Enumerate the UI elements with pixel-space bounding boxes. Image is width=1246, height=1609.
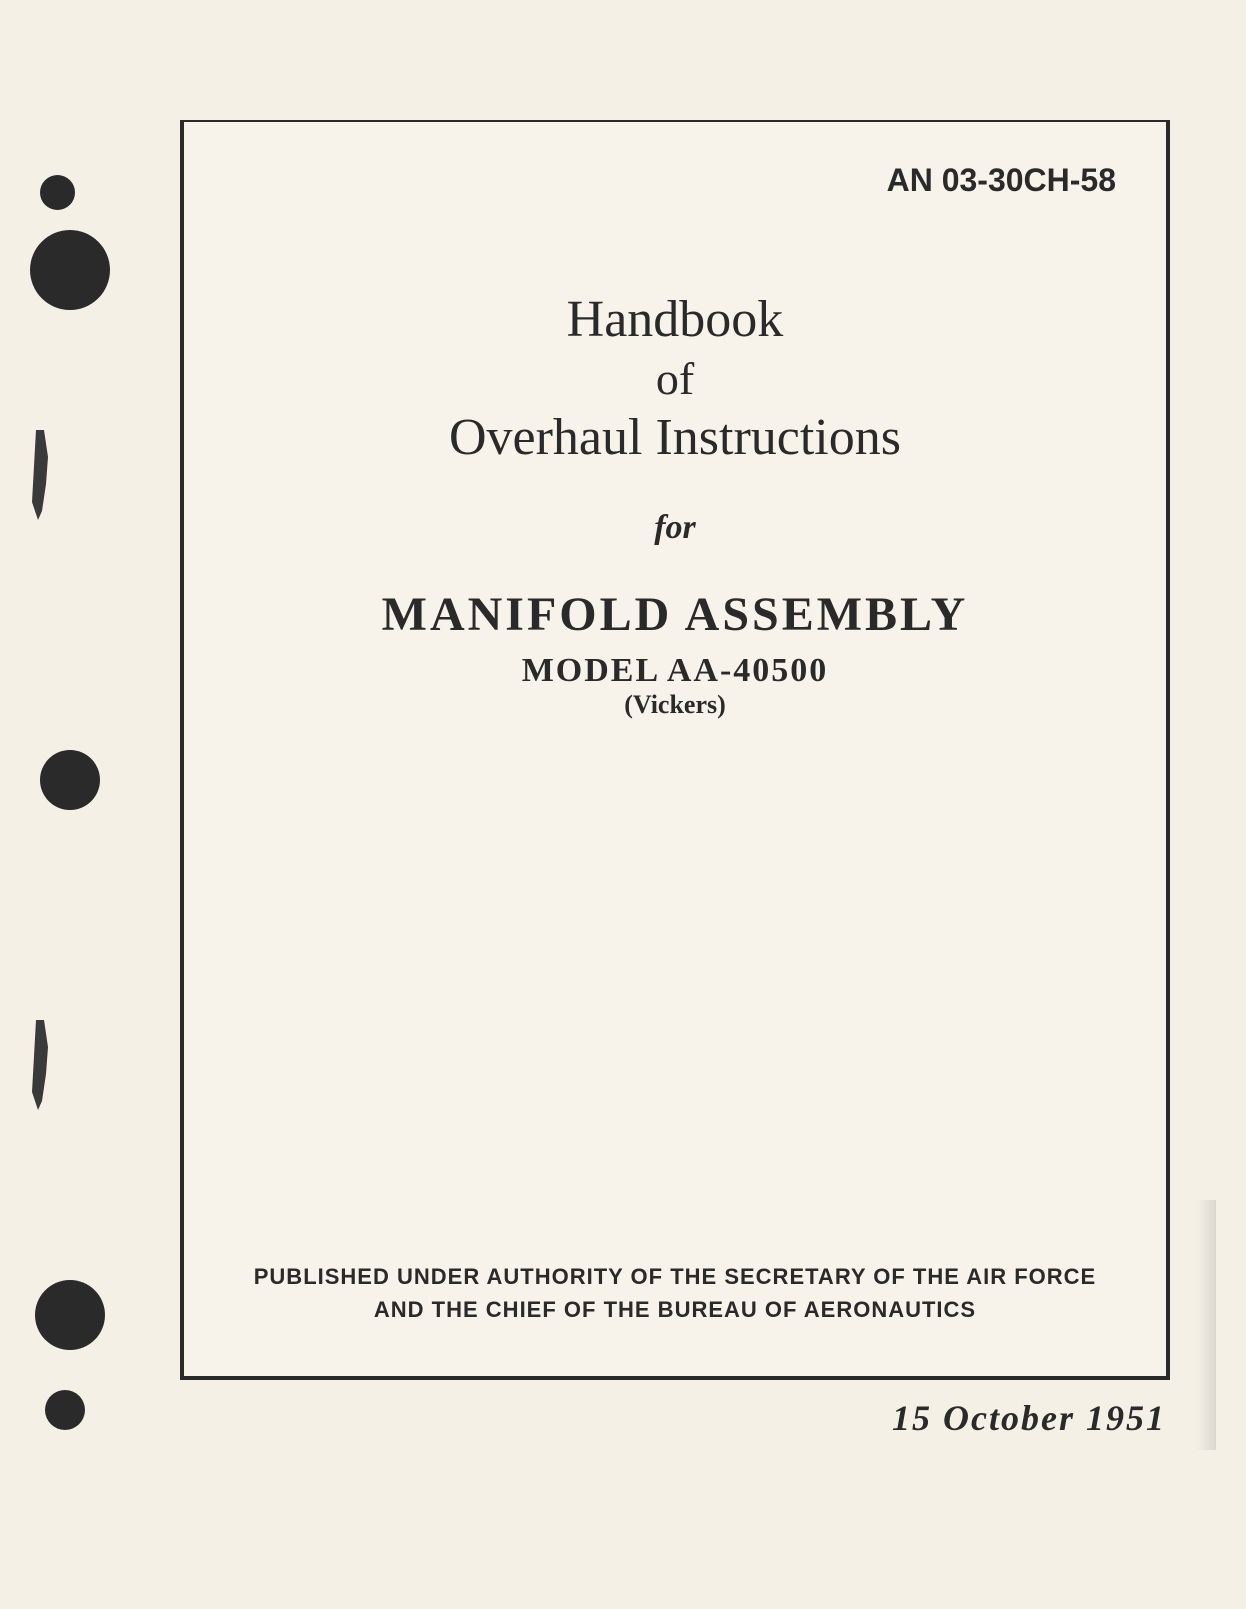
binding-artifact <box>20 1020 60 1110</box>
manufacturer-name: (Vickers) <box>234 690 1116 720</box>
hole-punch-mark <box>35 1280 105 1350</box>
authority-line-1: PUBLISHED UNDER AUTHORITY OF THE SECRETA… <box>184 1260 1166 1293</box>
title-line-handbook: Handbook <box>234 289 1116 351</box>
document-border: AN 03-30CH-58 Handbook of Overhaul Instr… <box>180 120 1170 1380</box>
title-line-of: of <box>234 351 1116 406</box>
publication-authority: PUBLISHED UNDER AUTHORITY OF THE SECRETA… <box>184 1260 1166 1326</box>
authority-line-2: AND THE CHIEF OF THE BUREAU OF AERONAUTI… <box>184 1293 1166 1326</box>
hole-punch-mark <box>45 1390 85 1430</box>
title-block: Handbook of Overhaul Instructions for MA… <box>234 289 1116 720</box>
for-label: for <box>234 509 1116 547</box>
document-number: AN 03-30CH-58 <box>234 162 1116 199</box>
subject-title: MANIFOLD ASSEMBLY <box>234 587 1116 642</box>
model-number: MODEL AA-40500 <box>234 652 1116 690</box>
binding-artifact <box>20 430 60 520</box>
hole-punch-mark <box>30 230 110 310</box>
scan-edge-artifact <box>1196 1200 1216 1450</box>
hole-punch-mark <box>40 750 100 810</box>
publication-date: 15 October 1951 <box>892 1397 1166 1439</box>
title-line-overhaul: Overhaul Instructions <box>234 407 1116 469</box>
hole-punch-mark <box>40 175 75 210</box>
